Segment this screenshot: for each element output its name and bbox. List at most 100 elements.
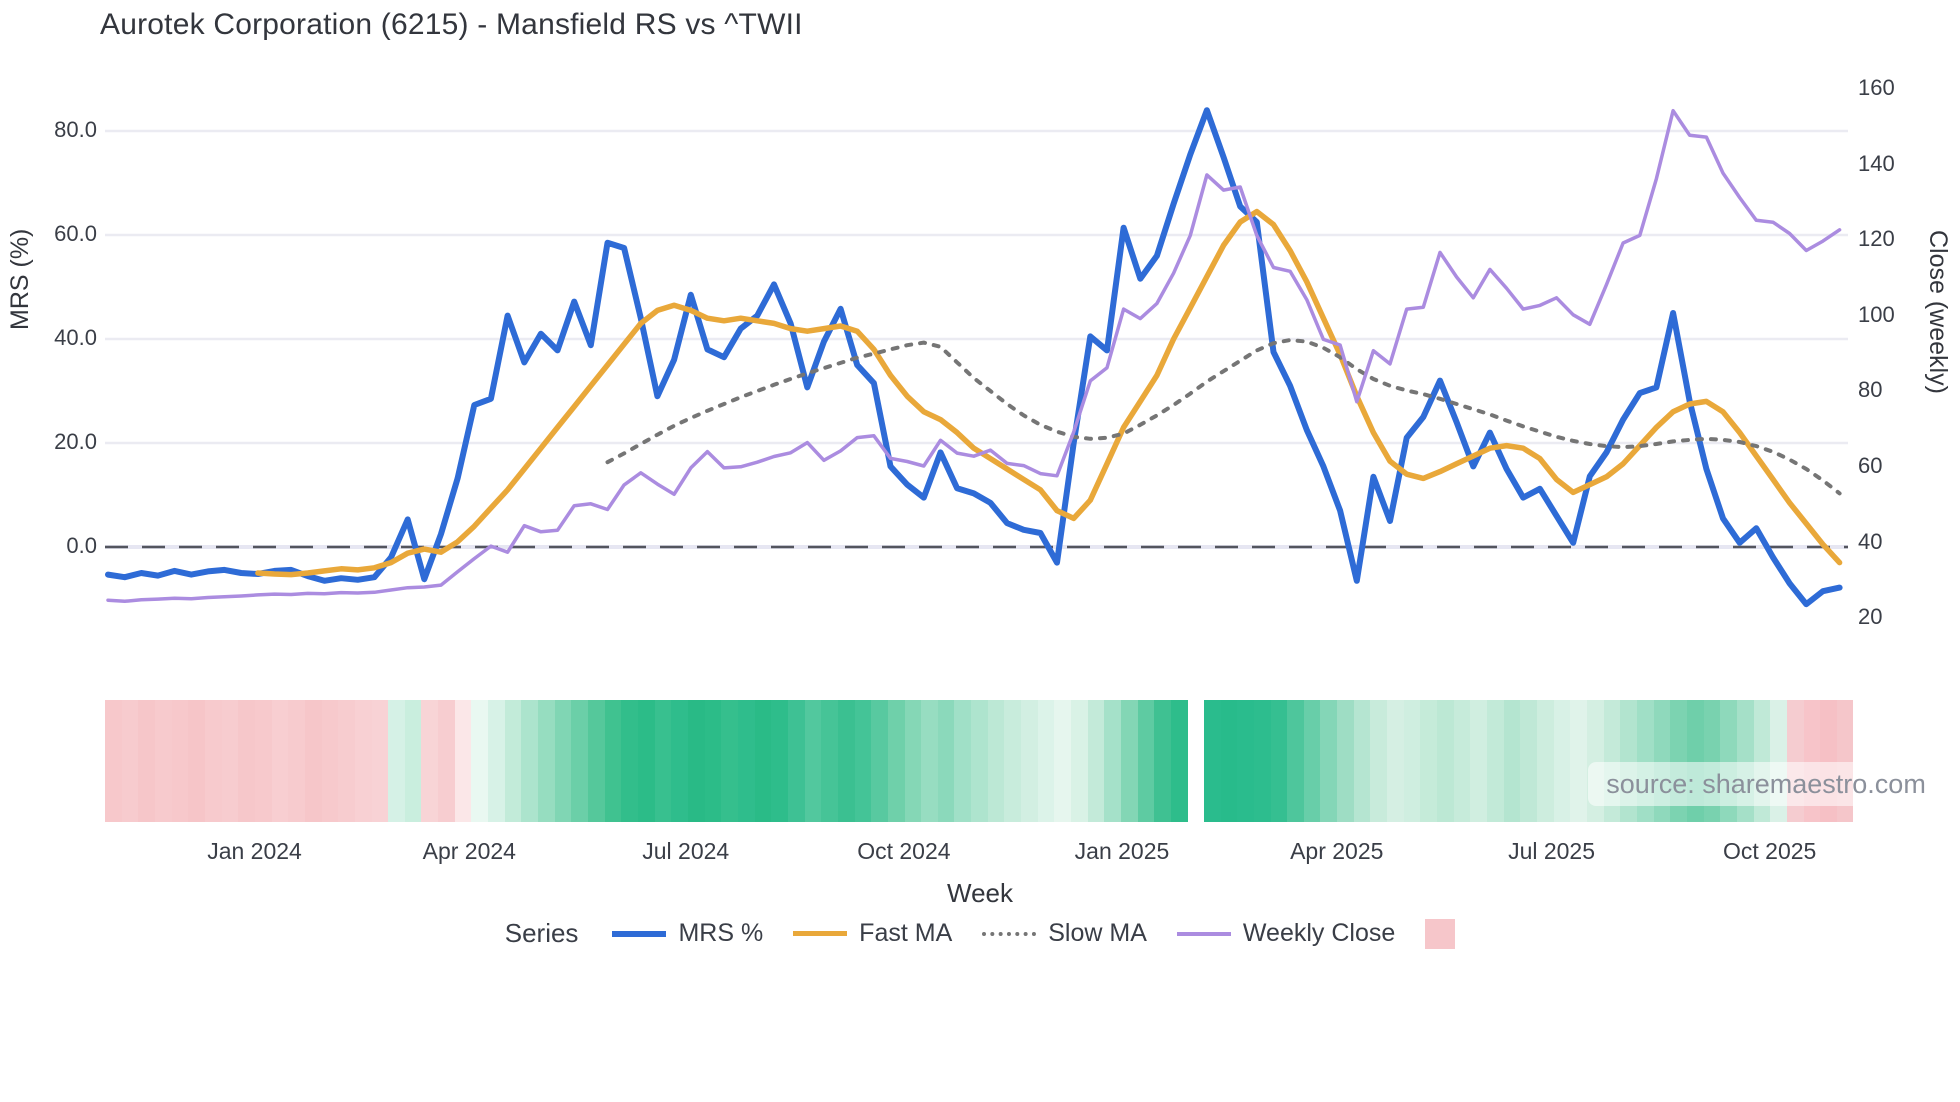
heatmap-week-cell (704, 700, 722, 822)
right-tick-label: 120 (1858, 226, 1895, 252)
legend-swatch (793, 931, 848, 936)
legend-item-slow-ma: Slow MA (982, 919, 1147, 948)
heatmap-week-cell (1270, 700, 1288, 822)
right-tick-label: 80 (1858, 377, 1883, 403)
source-watermark-text: source: sharemaestro.com (1606, 768, 1926, 799)
left-tick-label: 20.0 (54, 429, 97, 454)
heatmap-week-cell (438, 700, 455, 822)
left-tick-label: 0.0 (66, 533, 97, 558)
right-axis-title: Close (weekly) (1924, 230, 1952, 394)
heatmap-week-cell (1137, 700, 1155, 822)
series-line-slow-ma (605, 338, 1842, 496)
heatmap-week-cell (338, 700, 355, 822)
heatmap-week-cell (371, 700, 389, 822)
heatmap-week-cell (571, 700, 589, 822)
x-tick-label: Oct 2024 (857, 838, 951, 864)
heatmap-week-cell (787, 700, 805, 822)
heatmap-week-cell (604, 700, 622, 822)
heatmap-week-cell (971, 700, 988, 822)
legend: Series MRS % Fast MA Slow MA Weekly Close (0, 918, 1960, 949)
heatmap-week-cell (388, 700, 405, 822)
heatmap-week-cell (1037, 700, 1055, 822)
heatmap-week-cell (404, 700, 422, 822)
heatmap-week-cell (1420, 700, 1438, 822)
heatmap-week-cell (288, 700, 305, 822)
heatmap-week-cell (871, 700, 888, 822)
heatmap-week-cell (904, 700, 922, 822)
heatmap-week-cell (804, 700, 822, 822)
heatmap-week-cell (621, 700, 638, 822)
legend-item-weekly-close: Weekly Close (1176, 919, 1395, 948)
heatmap-week-cell (737, 700, 755, 822)
heatmap-week-cell (671, 700, 688, 822)
heatmap-week-cell (1071, 700, 1088, 822)
heatmap-week-cell (254, 700, 272, 822)
heatmap-strip-1 (105, 700, 1188, 822)
heatmap-week-cell (321, 700, 339, 822)
heatmap-week-cell (1570, 700, 1587, 822)
left-tick-label: 80.0 (54, 117, 97, 142)
heatmap-week-cell (1503, 700, 1521, 822)
heatmap-week-cell (1320, 700, 1338, 822)
heatmap-week-cell (1287, 700, 1304, 822)
heatmap-week-cell (105, 700, 122, 822)
heatmap-week-cell (1253, 700, 1271, 822)
legend-title: Series (504, 918, 579, 948)
heatmap-week-cell (1470, 700, 1488, 822)
heatmap-week-cell (488, 700, 505, 822)
heatmap-week-cell (421, 700, 439, 822)
heatmap-week-cell (837, 700, 855, 822)
heatmap-week-cell (1520, 700, 1538, 822)
heatmap-week-cell (504, 700, 522, 822)
heatmap-week-cell (1087, 700, 1105, 822)
heatmap-week-cell (1054, 700, 1072, 822)
heatmap-week-cell (921, 700, 938, 822)
heatmap-week-cell (171, 700, 189, 822)
heatmap-week-cell (188, 700, 205, 822)
heatmap-week-cell (937, 700, 955, 822)
chart-title: Aurotek Corporation (6215) - Mansfield R… (100, 8, 803, 41)
heatmap-week-cell (588, 700, 605, 822)
heatmap-week-cell (1237, 700, 1254, 822)
legend-label: Slow MA (1048, 919, 1147, 947)
heatmap-week-cell (754, 700, 772, 822)
legend-item-mrs-: MRS % (612, 919, 763, 948)
x-tick-label: Oct 2025 (1722, 838, 1817, 864)
heatmap-week-cell (721, 700, 738, 822)
heatmap-week-cell (1220, 700, 1238, 822)
heatmap-week-cell (554, 700, 572, 822)
x-tick-label: Jan 2024 (207, 838, 302, 864)
source-watermark: source: sharemaestro.com (1588, 762, 1944, 806)
heatmap-week-cell (121, 700, 139, 822)
heatmap-week-cell (471, 700, 489, 822)
heatmap-week-cell (154, 700, 172, 822)
heatmap-week-cell (538, 700, 555, 822)
left-tick-label: 60.0 (54, 221, 97, 246)
series-line-mrs- (105, 107, 1843, 608)
right-tick-label: 140 (1858, 150, 1895, 176)
heatmap-week-cell (1154, 700, 1171, 822)
heatmap-week-cell (1121, 700, 1138, 822)
heatmap-week-cell (1203, 700, 1221, 822)
x-axis-title: Week (947, 878, 1013, 908)
heatmap-week-cell (138, 700, 155, 822)
legend-swatch (612, 930, 667, 937)
right-tick-label: 160 (1858, 75, 1895, 100)
right-tick-label: 20 (1858, 604, 1883, 630)
heatmap-week-cell (1403, 700, 1421, 822)
x-tick-label: Apr 2025 (1290, 838, 1384, 864)
right-tick-label: 40 (1858, 528, 1883, 554)
series-line-weekly-close (106, 108, 1842, 604)
heatmap-week-cell (687, 700, 705, 822)
heatmap-week-cell (1553, 700, 1571, 822)
heatmap-week-cell (1104, 700, 1122, 822)
heatmap-week-cell (1303, 700, 1321, 822)
x-tick-label: Jul 2024 (642, 838, 730, 864)
heatmap-week-cell (1453, 700, 1471, 822)
x-tick-label: Apr 2024 (422, 838, 516, 864)
heatmap-week-cell (271, 700, 289, 822)
legend-label: Fast MA (859, 919, 953, 947)
heatmap-week-cell (1487, 700, 1504, 822)
